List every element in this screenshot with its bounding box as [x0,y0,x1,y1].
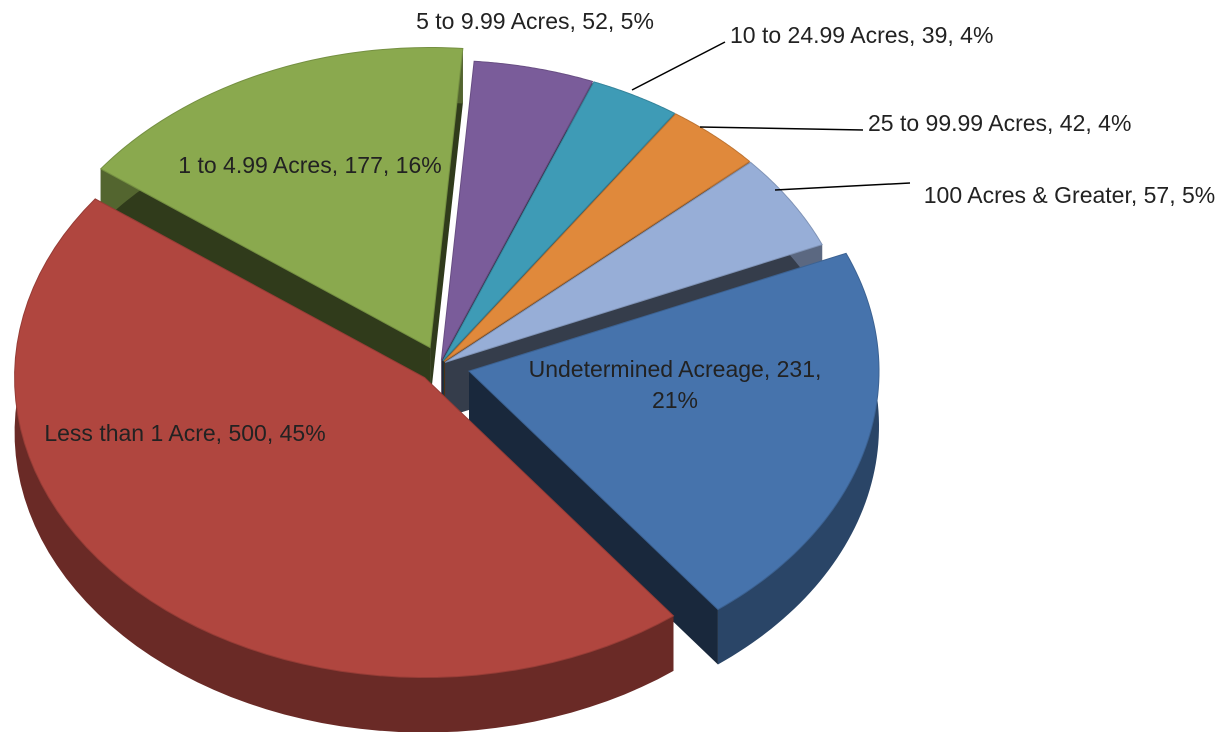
slice [444,161,823,363]
data-label: 10 to 24.99 Acres, 39, 4% [730,22,994,48]
data-label: 100 Acres & Greater, 57, 5% [923,182,1216,208]
leader-line [631,41,726,91]
data-label: 1 to 4.99 Acres, 177, 16% [178,152,442,178]
data-label: Undetermined Acreage, 231, 21% [528,356,822,413]
slice [440,60,594,361]
data-label: Less than 1 Acre, 500, 45% [44,420,326,446]
slice-wall [469,371,718,665]
slice [442,81,676,362]
leader-line [699,126,864,131]
slice [14,198,675,679]
slice [468,252,880,611]
slice-wall [430,48,463,403]
leader-line [774,182,911,191]
data-label: 5 to 9.99 Acres, 52, 5% [416,8,654,34]
slice [443,113,751,362]
data-label: 25 to 99.99 Acres, 42, 4% [868,110,1132,136]
slice [99,47,464,349]
